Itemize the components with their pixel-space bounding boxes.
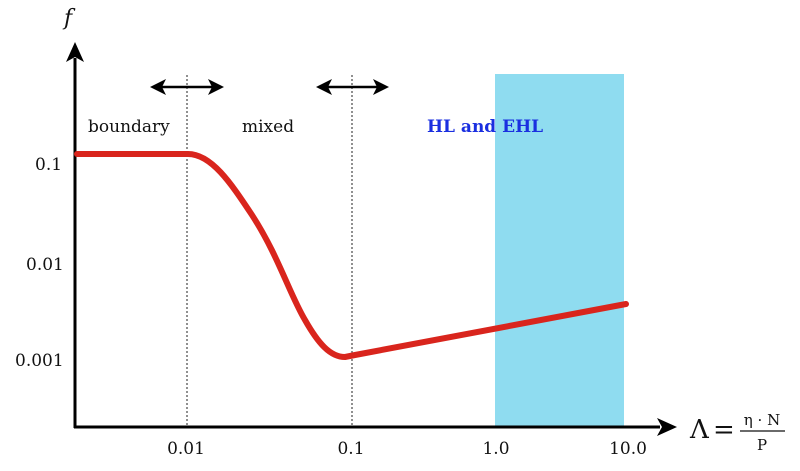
- y-axis-arrowhead-icon: [66, 42, 84, 62]
- formula-numerator: η · N: [744, 411, 780, 429]
- mixed-hl-transition-arrow-icon: [316, 79, 389, 95]
- formula-equals: =: [713, 415, 735, 445]
- formula-lambda: Λ: [689, 415, 710, 445]
- y-axis-name: f: [62, 6, 76, 31]
- x-tick-label: 10.0: [609, 439, 647, 459]
- region-label-hl-ehl: HL and EHL: [427, 117, 543, 137]
- x-axis: [74, 418, 677, 436]
- x-tick-label: 1.0: [482, 439, 509, 459]
- y-axis: [66, 42, 84, 428]
- boundary-mixed-transition-arrow-icon: [150, 79, 224, 95]
- region-label-boundary: boundary: [88, 117, 170, 137]
- x-axis-arrowhead-icon: [657, 418, 677, 436]
- friction-curve: [74, 151, 629, 360]
- x-axis-formula: Λ = η · N P: [689, 411, 785, 454]
- y-tick-label: 0.1: [35, 155, 62, 175]
- x-tick-label: 0.01: [167, 439, 205, 459]
- y-tick-label: 0.01: [26, 255, 64, 275]
- y-tick-label: 0.001: [15, 351, 64, 371]
- hl-ehl-band: [495, 74, 624, 427]
- x-tick-label: 0.1: [337, 439, 364, 459]
- formula-denominator: P: [757, 436, 767, 454]
- region-label-mixed: mixed: [242, 117, 294, 137]
